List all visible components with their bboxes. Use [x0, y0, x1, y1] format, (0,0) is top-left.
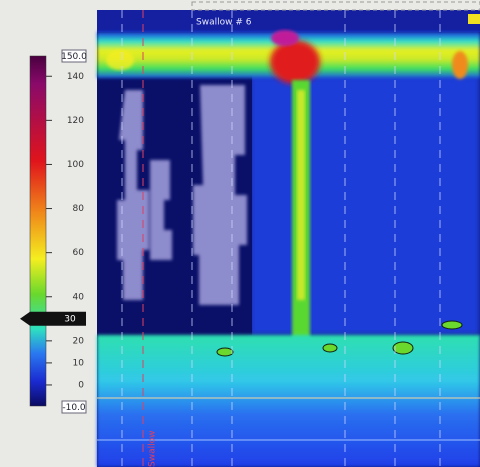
vertical-label: Swallow [148, 431, 158, 467]
tick-label: 10 [73, 358, 85, 368]
scale-panel [0, 0, 97, 467]
tick-label: 60 [73, 248, 85, 258]
threshold-marker [20, 312, 86, 326]
colorbar-min: -10.0 [62, 403, 86, 413]
tick-label: 40 [73, 292, 85, 302]
manometry-view: 150.0 -10.0 14012010080604020100 [0, 0, 480, 467]
tick-label: 0 [78, 380, 84, 390]
threshold-label: 30 [64, 314, 76, 324]
page: {"colorbar": {"max_label": "150.0", "min… [0, 0, 480, 467]
tick-label: 140 [67, 72, 84, 82]
colorbar [30, 56, 46, 406]
colorbar-max: 150.0 [61, 52, 87, 62]
tick-label: 80 [73, 204, 85, 214]
tick-label: 100 [67, 160, 84, 170]
pressure-plot [97, 2, 480, 467]
tick-label: 20 [73, 336, 85, 346]
tick-label: 120 [67, 116, 84, 126]
event-label: Swallow # 6 [196, 18, 252, 28]
